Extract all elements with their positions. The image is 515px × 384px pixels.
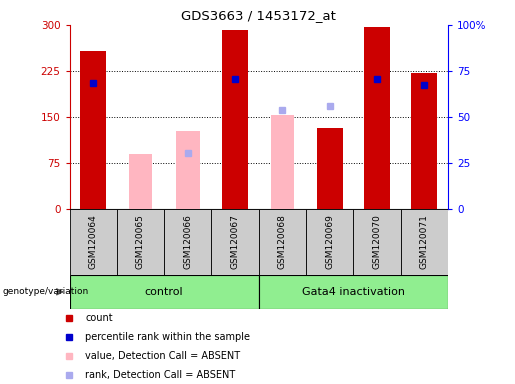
Bar (176, 131, 199, 209)
Bar (222, 30, 248, 209)
Bar (259, 275, 448, 309)
Bar (259, 209, 306, 275)
Bar (317, 128, 343, 209)
Bar (80, 51, 106, 209)
Text: count: count (85, 313, 113, 323)
Bar (117, 209, 164, 275)
Text: GSM120069: GSM120069 (325, 215, 334, 269)
Text: GSM120064: GSM120064 (89, 215, 98, 269)
Bar (129, 154, 152, 209)
Bar (271, 115, 294, 209)
Bar (353, 209, 401, 275)
Text: control: control (145, 287, 183, 297)
Text: percentile rank within the sample: percentile rank within the sample (85, 332, 250, 342)
Bar (70, 275, 259, 309)
Bar (212, 209, 259, 275)
Title: GDS3663 / 1453172_at: GDS3663 / 1453172_at (181, 9, 336, 22)
Text: GSM120067: GSM120067 (231, 215, 239, 269)
Bar (306, 209, 353, 275)
Text: GSM120071: GSM120071 (420, 215, 429, 269)
Bar (70, 209, 117, 275)
Text: GSM120066: GSM120066 (183, 215, 192, 269)
Bar (164, 209, 212, 275)
Bar (411, 73, 437, 209)
Bar (364, 27, 390, 209)
Text: GSM120065: GSM120065 (136, 215, 145, 269)
Bar (401, 209, 448, 275)
Text: genotype/variation: genotype/variation (3, 287, 89, 296)
Text: rank, Detection Call = ABSENT: rank, Detection Call = ABSENT (85, 370, 235, 380)
Text: value, Detection Call = ABSENT: value, Detection Call = ABSENT (85, 351, 241, 361)
Text: Gata4 inactivation: Gata4 inactivation (302, 287, 405, 297)
Text: GSM120068: GSM120068 (278, 215, 287, 269)
Text: GSM120070: GSM120070 (372, 215, 382, 269)
